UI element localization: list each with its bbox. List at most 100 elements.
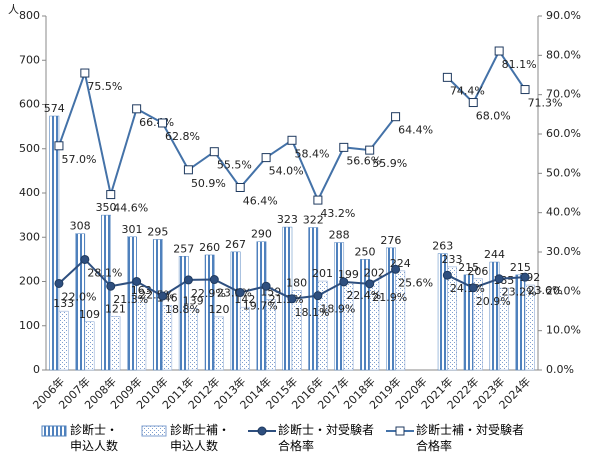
bar-label: 260 [199, 241, 220, 254]
bar [317, 280, 328, 371]
line-label: 62.8% [165, 130, 200, 143]
bar-label: 267 [225, 238, 246, 251]
legend-entry: 診断士・ 申込人数 [40, 422, 118, 454]
y-axis-label: 人 [8, 3, 19, 16]
line-label: 57.0% [61, 153, 96, 166]
bar-label: 276 [380, 234, 401, 247]
line-label: 22.0% [61, 290, 96, 303]
marker [313, 291, 323, 301]
marker [235, 288, 245, 298]
line-label: 21.9% [372, 291, 407, 304]
line-label: 23.2% [502, 286, 537, 299]
y2-tick-label: 90.0% [546, 9, 581, 22]
bar [110, 316, 121, 371]
marker [80, 254, 90, 264]
bar-label: 350 [96, 201, 117, 214]
line-label: 24.1% [450, 282, 485, 295]
bar-label: 301 [121, 223, 142, 236]
legend-swatch [248, 426, 276, 436]
bar [58, 310, 69, 371]
bar [265, 299, 276, 371]
bar [101, 214, 111, 371]
bar [447, 266, 457, 371]
line-label: 81.1% [502, 58, 537, 71]
bar-label: 290 [251, 228, 272, 241]
line-label: 54.0% [269, 165, 304, 178]
bar-label: 263 [432, 240, 453, 253]
bar [291, 290, 302, 371]
y-tick-label: 300 [19, 230, 40, 243]
line-label: 21.3% [269, 293, 304, 306]
marker [468, 283, 478, 293]
line-label: 18.9% [320, 303, 355, 316]
marker [494, 46, 504, 56]
bar-label: 322 [303, 214, 324, 227]
bar-label: 109 [79, 308, 100, 321]
marker [80, 68, 90, 78]
legend-swatch [141, 425, 167, 437]
marker [106, 190, 116, 200]
bar [162, 305, 173, 371]
marker [442, 270, 452, 280]
line-label: 71.3% [528, 97, 563, 110]
y2-tick-label: 30.0% [546, 245, 581, 258]
bar [188, 308, 198, 371]
line-label: 50.9% [191, 177, 226, 190]
line-label: 23.0% [217, 287, 252, 300]
legend-entry: 診断士補・対受験者 合格率 [386, 422, 524, 454]
legend-label: 診断士補・対受験者 合格率 [416, 423, 525, 453]
bar-label: 139 [183, 294, 204, 307]
line-label: 21.3% [113, 293, 148, 306]
bar [49, 115, 60, 371]
line-label: 74.4% [450, 84, 485, 97]
line-label: 66.4% [139, 116, 174, 129]
marker [235, 182, 245, 192]
marker [442, 72, 452, 82]
legend-swatch [41, 425, 67, 437]
marker [365, 145, 375, 155]
marker [391, 112, 401, 122]
line [58, 49, 526, 203]
y-tick-label: 200 [19, 275, 40, 288]
marker [54, 141, 64, 151]
bar-label: 215 [510, 261, 531, 274]
bar-label: 323 [277, 213, 298, 226]
line-label: 46.4% [243, 194, 278, 207]
line-label: 18.1% [295, 306, 330, 319]
legend-swatch [386, 426, 414, 436]
bar-label: 233 [442, 253, 463, 266]
marker [520, 85, 530, 95]
bar-label: 120 [208, 303, 229, 316]
bar-label: 288 [329, 229, 350, 242]
marker [287, 135, 297, 145]
legend-label: 診断士補・ 申込人数 [170, 423, 231, 453]
line-label: 75.5% [87, 80, 122, 93]
y-tick-label: 600 [19, 98, 40, 111]
bar [395, 270, 406, 371]
line-label: 56.6% [346, 154, 381, 167]
bar-label: 121 [105, 302, 126, 315]
marker [261, 281, 271, 291]
y-tick-label: 0 [33, 363, 40, 376]
marker [209, 275, 219, 285]
legend-label: 診断士・ 申込人数 [70, 423, 119, 453]
bar-label: 215 [458, 261, 479, 274]
y2-tick-label: 20.0% [546, 284, 581, 297]
bar-label: 202 [364, 267, 385, 280]
marker [183, 275, 193, 285]
marker [391, 264, 401, 274]
legend-entry: 診断士補・ 申込人数 [140, 422, 230, 454]
line-label: 55.9% [372, 157, 407, 170]
line-label: 44.6% [113, 202, 148, 215]
y-tick-label: 100 [19, 319, 40, 332]
marker [339, 142, 349, 152]
bar-label: 133 [53, 297, 74, 310]
bar [230, 251, 241, 371]
y2-tick-label: 50.0% [546, 166, 581, 179]
bar-label: 206 [467, 265, 488, 278]
marker [158, 291, 168, 301]
y2-tick-label: 60.0% [546, 127, 581, 140]
marker [468, 98, 478, 108]
bar-label: 257 [173, 242, 194, 255]
